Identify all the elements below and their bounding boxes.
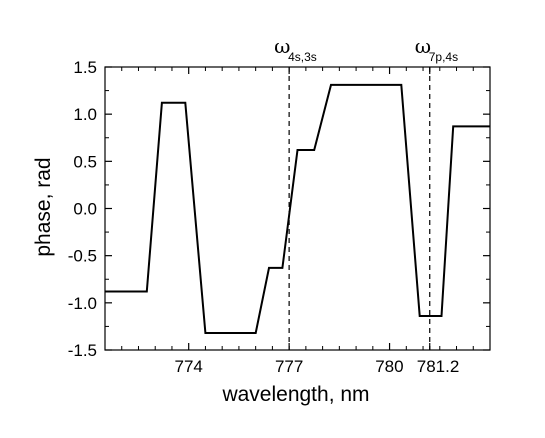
y-tick-label: 1.0 bbox=[73, 105, 97, 124]
resonance-label-subscript: 4s,3s bbox=[288, 50, 317, 64]
resonance-label: ω bbox=[274, 34, 290, 58]
resonance-label-subscript: 7p,4s bbox=[429, 50, 458, 64]
resonance-label: ω bbox=[415, 34, 431, 58]
x-tick-label: 780 bbox=[375, 357, 403, 376]
y-tick-label: -1.5 bbox=[68, 341, 97, 360]
y-tick-label: 0.5 bbox=[73, 152, 97, 171]
x-tick-label: 777 bbox=[275, 357, 303, 376]
x-tick-label: 774 bbox=[175, 357, 203, 376]
y-tick-label: -1.0 bbox=[68, 294, 97, 313]
y-tick-label: 1.5 bbox=[73, 58, 97, 77]
y-axis-label: phase, rad bbox=[32, 157, 55, 256]
y-tick-label: 0.0 bbox=[73, 200, 97, 219]
y-tick-label: -0.5 bbox=[68, 247, 97, 266]
x-tick-label: 781.2 bbox=[417, 357, 460, 376]
phase-series-line bbox=[105, 83, 490, 334]
plot-frame bbox=[104, 66, 491, 351]
x-axis-label: wavelength, nm bbox=[221, 383, 369, 406]
